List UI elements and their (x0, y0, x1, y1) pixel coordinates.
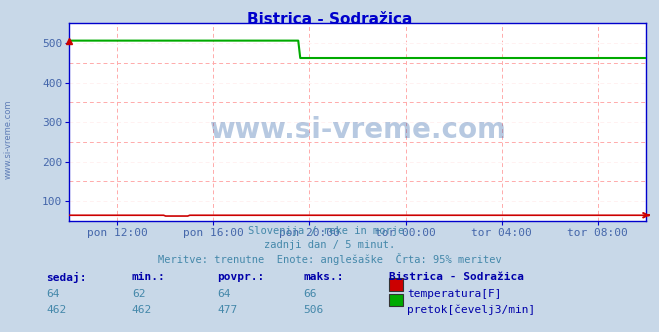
Text: 62: 62 (132, 289, 145, 299)
Text: 462: 462 (132, 305, 152, 315)
Text: 64: 64 (217, 289, 231, 299)
Text: maks.:: maks.: (303, 272, 343, 282)
Text: 462: 462 (46, 305, 67, 315)
Text: 477: 477 (217, 305, 238, 315)
Text: www.si-vreme.com: www.si-vreme.com (209, 116, 506, 144)
Text: 66: 66 (303, 289, 316, 299)
Text: zadnji dan / 5 minut.: zadnji dan / 5 minut. (264, 240, 395, 250)
Text: Slovenija / reke in morje.: Slovenija / reke in morje. (248, 226, 411, 236)
Text: sedaj:: sedaj: (46, 272, 86, 283)
Text: Bistrica - Sodražica: Bistrica - Sodražica (247, 12, 412, 27)
Text: Bistrica - Sodražica: Bistrica - Sodražica (389, 272, 524, 282)
Text: 506: 506 (303, 305, 324, 315)
Text: www.si-vreme.com: www.si-vreme.com (3, 100, 13, 179)
Text: min.:: min.: (132, 272, 165, 282)
Text: temperatura[F]: temperatura[F] (407, 289, 501, 299)
Text: Meritve: trenutne  Enote: anglešaške  Črta: 95% meritev: Meritve: trenutne Enote: anglešaške Črta… (158, 253, 501, 265)
Text: pretok[čevelj3/min]: pretok[čevelj3/min] (407, 305, 536, 315)
Text: 64: 64 (46, 289, 59, 299)
Text: povpr.:: povpr.: (217, 272, 265, 282)
